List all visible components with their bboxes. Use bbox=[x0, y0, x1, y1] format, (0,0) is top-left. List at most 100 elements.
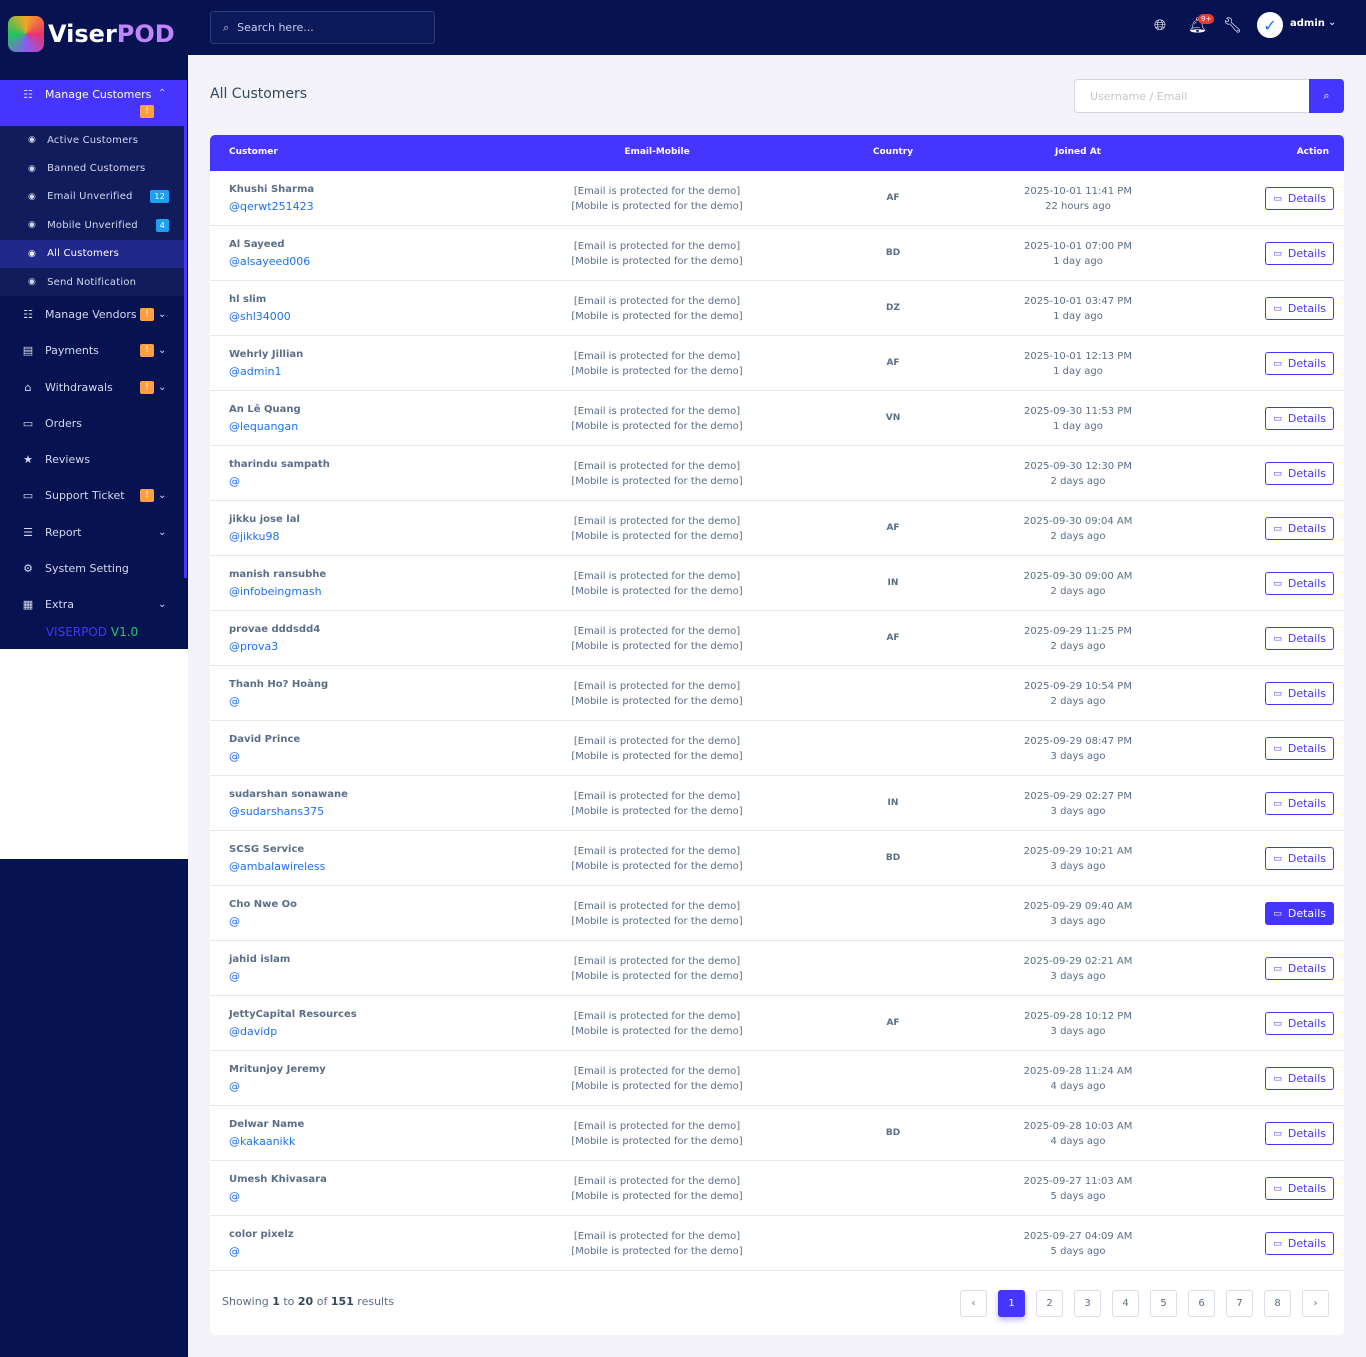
joined-at: 2025-09-28 10:03 AM 4 days ago bbox=[998, 1119, 1158, 1149]
details-button[interactable]: ▭ Details bbox=[1265, 1122, 1334, 1145]
customer-username-link[interactable]: @ bbox=[229, 970, 240, 983]
details-button[interactable]: ▭ Details bbox=[1265, 462, 1334, 485]
details-button[interactable]: ▭ Details bbox=[1265, 517, 1334, 540]
details-button[interactable]: ▭ Details bbox=[1265, 1012, 1334, 1035]
wrench-icon[interactable]: 🔧︎ bbox=[1223, 16, 1243, 34]
details-button[interactable]: ▭ Details bbox=[1265, 407, 1334, 430]
details-button[interactable]: ▭ Details bbox=[1265, 792, 1334, 815]
sidebar-subitem-mobile-unverified[interactable]: ◉ Mobile Unverified 4 bbox=[0, 211, 184, 239]
details-label: Details bbox=[1287, 907, 1326, 920]
details-button[interactable]: ▭ Details bbox=[1265, 242, 1334, 265]
customer-username-link[interactable]: @davidp bbox=[229, 1025, 278, 1038]
customer-username-link[interactable]: @jikku98 bbox=[229, 530, 280, 543]
globe-icon[interactable]: 🌐︎ bbox=[1154, 16, 1167, 34]
details-button[interactable]: ▭ Details bbox=[1265, 1067, 1334, 1090]
details-button[interactable]: ▭ Details bbox=[1265, 847, 1334, 870]
page-button-7[interactable]: 7 bbox=[1226, 1290, 1253, 1317]
page-button-6[interactable]: 6 bbox=[1188, 1290, 1215, 1317]
details-button[interactable]: ▭ Details bbox=[1265, 1177, 1334, 1200]
details-button[interactable]: ▭ Details bbox=[1265, 682, 1334, 705]
details-button[interactable]: ▭ Details bbox=[1265, 902, 1334, 925]
joined-at: 2025-09-30 09:00 AM 2 days ago bbox=[998, 569, 1158, 599]
customer-username-link[interactable]: @ bbox=[229, 915, 240, 928]
gear-icon: ⚙ bbox=[23, 562, 33, 576]
invoice-icon: ▤ bbox=[22, 344, 34, 358]
sidebar-item-reviews[interactable]: ★ Reviews bbox=[0, 442, 184, 478]
sidebar-subitem-send-notification[interactable]: ◉ Send Notification bbox=[0, 268, 184, 296]
sidebar-item-extra[interactable]: ▦ Extra ⌄ bbox=[0, 587, 184, 623]
chevron-down-icon[interactable]: ⌄ bbox=[1328, 17, 1337, 28]
sidebar-item-payments[interactable]: ▤ Payments! ⌄ bbox=[0, 333, 184, 369]
results-summary: Showing 1 to 20 of 151 results bbox=[222, 1295, 395, 1308]
desktop-icon: ▭ bbox=[1273, 963, 1282, 974]
details-button[interactable]: ▭ Details bbox=[1265, 737, 1334, 760]
desktop-icon: ▭ bbox=[1273, 743, 1282, 754]
details-button[interactable]: ▭ Details bbox=[1265, 297, 1334, 320]
page-button-4[interactable]: 4 bbox=[1112, 1290, 1139, 1317]
customer-username-link[interactable]: @ bbox=[229, 1245, 240, 1258]
sidebar-item-orders[interactable]: ▭ Orders bbox=[0, 405, 184, 441]
email-text: [Email is protected for the demo] bbox=[573, 956, 741, 967]
page-button-2[interactable]: 2 bbox=[1036, 1290, 1063, 1317]
customer-username-link[interactable]: @ bbox=[229, 750, 240, 763]
joined-relative: 2 days ago bbox=[1050, 531, 1106, 542]
page-button-8[interactable]: 8 bbox=[1264, 1290, 1291, 1317]
customer-username-link[interactable]: @prova3 bbox=[229, 640, 279, 653]
details-button[interactable]: ▭ Details bbox=[1265, 1232, 1334, 1255]
customer-username-link[interactable]: @ bbox=[229, 1190, 240, 1203]
sidebar-scrollbar[interactable] bbox=[184, 80, 187, 578]
mobile-text: [Mobile is protected for the demo] bbox=[571, 861, 743, 872]
customer-username-link[interactable]: @lequangan bbox=[229, 420, 299, 433]
sidebar-subitem-banned-customers[interactable]: ◉ Banned Customers bbox=[0, 154, 184, 182]
warning-badge: ! bbox=[140, 380, 154, 394]
customer-username-link[interactable]: @ bbox=[229, 1080, 240, 1093]
sidebar-subitem-all-customers[interactable]: ◉ All Customers bbox=[0, 239, 184, 268]
sidebar-item-report[interactable]: ☰ Report ⌄ bbox=[0, 514, 184, 550]
sidebar-item-withdrawals[interactable]: ⌂ Withdrawals! ⌄ bbox=[0, 369, 184, 405]
sidebar-subitem-active-customers[interactable]: ◉ Active Customers bbox=[0, 126, 184, 154]
joined-date: 2025-09-30 11:53 PM bbox=[1024, 406, 1132, 417]
customer-username-link[interactable]: @alsayeed006 bbox=[229, 255, 311, 268]
next-page-button[interactable]: › bbox=[1302, 1290, 1329, 1317]
prev-page-button[interactable]: ‹ bbox=[960, 1290, 987, 1317]
user-name[interactable]: admin bbox=[1290, 18, 1325, 29]
username-email-input[interactable] bbox=[1074, 79, 1309, 113]
sidebar-item-system-setting[interactable]: ⚙ System Setting bbox=[0, 550, 184, 586]
email-mobile: [Email is protected for the demo] [Mobile… bbox=[547, 184, 767, 214]
customer-username-link[interactable]: @shl34000 bbox=[229, 310, 291, 323]
customer-search: ⌕ bbox=[1074, 79, 1344, 113]
sidebar-item-support-ticket[interactable]: ▭ Support Ticket! ⌄ bbox=[0, 478, 184, 514]
logo[interactable]: Viser POD bbox=[8, 14, 175, 54]
global-search-input[interactable]: ⌕ Search here... bbox=[210, 11, 435, 44]
details-button[interactable]: ▭ Details bbox=[1265, 957, 1334, 980]
sidebar-subitem-email-unverified[interactable]: ◉ Email Unverified 12 bbox=[0, 183, 184, 211]
avatar[interactable]: ✓ bbox=[1257, 12, 1283, 38]
page-button-1[interactable]: 1 bbox=[998, 1290, 1025, 1317]
customer-username-link[interactable]: @ambalawireless bbox=[229, 860, 326, 873]
email-text: [Email is protected for the demo] bbox=[573, 736, 741, 747]
warning-badge: ! bbox=[140, 105, 154, 118]
customer-username-link[interactable]: @admin1 bbox=[229, 365, 282, 378]
customer-username-link[interactable]: @qerwt251423 bbox=[229, 200, 314, 213]
customer-username-link[interactable]: @ bbox=[229, 695, 240, 708]
customer-username-link[interactable]: @sudarshans375 bbox=[229, 805, 325, 818]
sidebar-menu: ☷ Manage Customers ! ⌃ ◉ Active Customers… bbox=[0, 80, 184, 639]
details-button[interactable]: ▭ Details bbox=[1265, 352, 1334, 375]
customer-username-link[interactable]: @ bbox=[229, 475, 240, 488]
search-button[interactable]: ⌕ bbox=[1309, 79, 1344, 113]
details-button[interactable]: ▭ Details bbox=[1265, 572, 1334, 595]
sidebar-item-manage-customers[interactable]: ☷ Manage Customers ! ⌃ bbox=[0, 80, 184, 126]
sidebar-item-manage-vendors[interactable]: ☷ Manage Vendors! ⌄ bbox=[0, 296, 184, 332]
details-button[interactable]: ▭ Details bbox=[1265, 187, 1334, 210]
country-code: AF bbox=[886, 358, 900, 368]
details-button[interactable]: ▭ Details bbox=[1265, 627, 1334, 650]
customer-username-link[interactable]: @infobeingmash bbox=[229, 585, 322, 598]
circle-dot-icon: ◉ bbox=[28, 277, 37, 288]
page-button-3[interactable]: 3 bbox=[1074, 1290, 1101, 1317]
country-code: BD bbox=[885, 248, 901, 258]
joined-date: 2025-09-30 09:04 AM bbox=[1023, 516, 1133, 527]
chevron-down-icon: ⌄ bbox=[158, 490, 167, 502]
sidebar: Viser POD ☷ Manage Customers ! ⌃ ◉ Active … bbox=[0, 0, 188, 1357]
customer-username-link[interactable]: @kakaanikk bbox=[229, 1135, 296, 1148]
page-button-5[interactable]: 5 bbox=[1150, 1290, 1177, 1317]
